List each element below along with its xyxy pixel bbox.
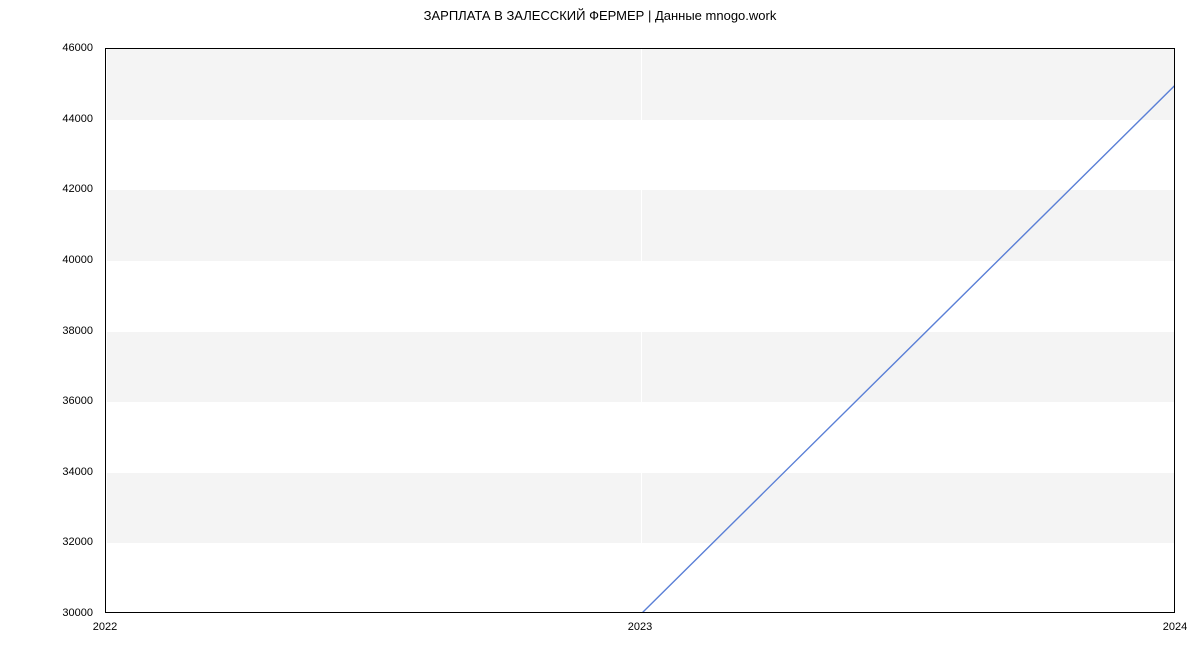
y-tick-label: 38000 [0, 325, 93, 337]
chart-title: ЗАРПЛАТА В ЗАЛЕССКИЙ ФЕРМЕР | Данные mno… [0, 8, 1200, 23]
y-tick-label: 44000 [0, 113, 93, 125]
x-tick-label: 2022 [93, 621, 117, 633]
chart-container: ЗАРПЛАТА В ЗАЛЕССКИЙ ФЕРМЕР | Данные mno… [0, 0, 1200, 650]
y-tick-label: 34000 [0, 466, 93, 478]
y-tick-label: 42000 [0, 183, 93, 195]
plot-area [105, 48, 1175, 613]
y-tick-label: 32000 [0, 536, 93, 548]
y-tick-label: 36000 [0, 395, 93, 407]
salary-line [106, 84, 1175, 613]
x-tick-label: 2024 [1163, 621, 1187, 633]
x-tick-label: 2023 [628, 621, 652, 633]
y-tick-label: 30000 [0, 607, 93, 619]
y-tick-label: 46000 [0, 42, 93, 54]
y-axis-labels: 3000032000340003600038000400004200044000… [0, 48, 93, 613]
line-series-svg [106, 49, 1175, 613]
y-tick-label: 40000 [0, 254, 93, 266]
